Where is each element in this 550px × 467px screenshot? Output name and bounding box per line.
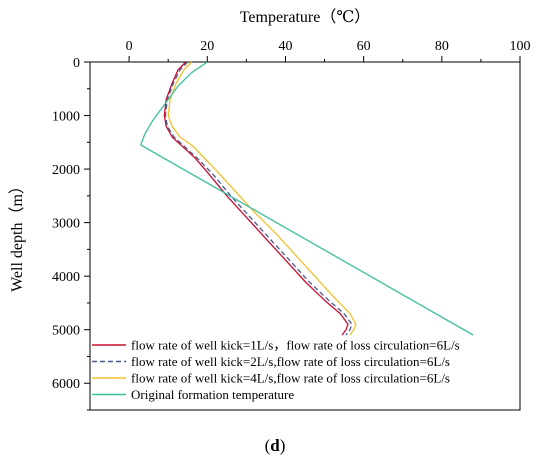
y-tick-label: 2000 — [52, 163, 80, 178]
x-axis-title: Temperature（℃） — [240, 8, 371, 26]
series-line-3 — [167, 61, 357, 336]
x-tick-label: 100 — [510, 39, 531, 54]
series-line-1 — [163, 61, 349, 336]
y-tick-label: 5000 — [52, 324, 80, 339]
y-ticks: 0 1000 2000 3000 4000 5000 6000 — [52, 56, 90, 411]
legend-label-2: flow rate of well kick=2L/s,flow rate of… — [131, 354, 450, 369]
x-tick-label: 40 — [278, 39, 292, 54]
x-tick-label: 20 — [200, 39, 214, 54]
series-lines — [140, 61, 474, 336]
panel-label: (d) — [264, 436, 286, 455]
y-tick-label: 4000 — [52, 270, 80, 285]
series-line-2 — [164, 61, 353, 336]
plot-frame — [89, 61, 521, 411]
legend-label-1: flow rate of well kick=1L/s，flow rate of… — [131, 338, 460, 353]
legend-label-4: Original formation temperature — [131, 387, 294, 402]
y-tick-label: 3000 — [52, 217, 80, 232]
x-tick-label: 80 — [435, 39, 449, 54]
y-tick-label: 1000 — [52, 110, 80, 125]
x-tick-label: 0 — [126, 39, 133, 54]
legend: flow rate of well kick=1L/s，flow rate of… — [92, 338, 460, 402]
x-tick-label: 60 — [357, 39, 371, 54]
x-ticks: 0 20 40 60 80 100 — [126, 39, 531, 62]
legend-label-3: flow rate of well kick=4L/s,flow rate of… — [131, 371, 450, 386]
panel-letter: d — [270, 436, 280, 455]
y-axis-title: Well depth（m） — [8, 178, 26, 292]
y-tick-label: 6000 — [52, 377, 80, 392]
series-line-4 — [140, 61, 474, 336]
y-tick-label: 0 — [73, 56, 80, 71]
